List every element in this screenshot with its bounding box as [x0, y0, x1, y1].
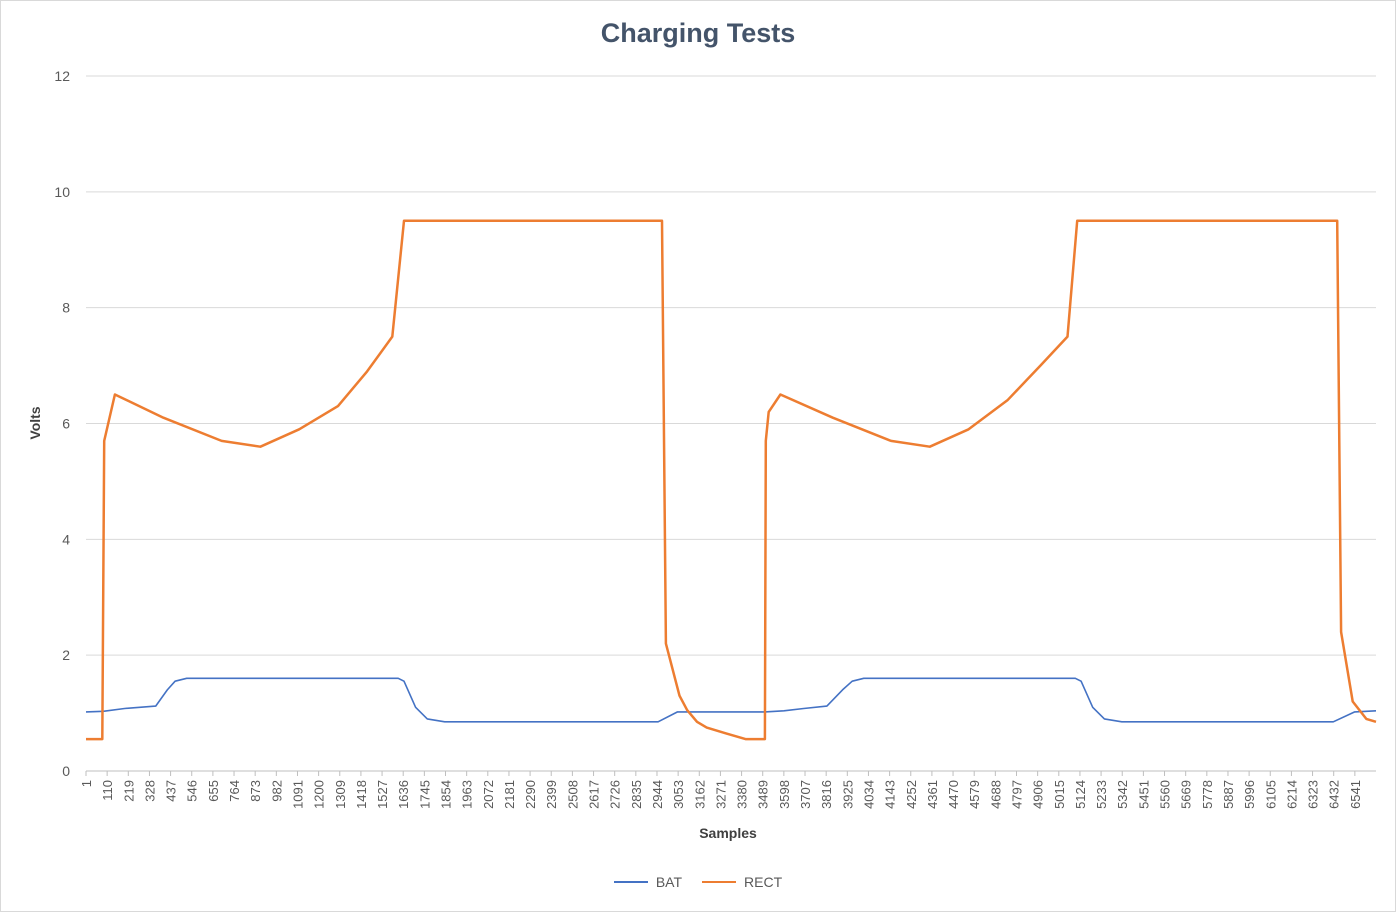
- x-tick-label: 4252: [904, 780, 919, 809]
- x-tick-label: 1418: [354, 780, 369, 809]
- x-tick-label: 2290: [523, 780, 538, 809]
- x-tick-label: 1: [79, 780, 94, 787]
- x-tick-label: 6541: [1348, 780, 1363, 809]
- x-tick-label: 4361: [925, 780, 940, 809]
- x-tick-label: 2508: [565, 780, 580, 809]
- x-tick-label: 1200: [312, 780, 327, 809]
- x-tick-label: 3925: [840, 780, 855, 809]
- x-tick-label: 2617: [587, 780, 602, 809]
- legend: BAT RECT: [0, 874, 1396, 890]
- x-tick-label: 1309: [333, 780, 348, 809]
- x-tick-label: 1745: [417, 780, 432, 809]
- x-tick-label: 5124: [1073, 780, 1088, 809]
- x-tick-label: 4906: [1031, 780, 1046, 809]
- y-tick-label: 2: [62, 647, 70, 663]
- x-tick-label: 3816: [819, 780, 834, 809]
- series-line-rect: [86, 219, 1377, 741]
- x-tick-label: 873: [248, 780, 263, 802]
- x-tick-label: 3380: [735, 780, 750, 809]
- x-tick-label: 1091: [290, 780, 305, 809]
- x-tick-label: 5451: [1136, 780, 1151, 809]
- x-tick-label: 5996: [1242, 780, 1257, 809]
- y-tick-label: 0: [62, 763, 70, 779]
- x-tick-label: 2835: [629, 780, 644, 809]
- x-tick-label: 764: [227, 780, 242, 802]
- x-tick-label: 4579: [967, 780, 982, 809]
- x-tick-label: 5342: [1115, 780, 1130, 809]
- x-tick-label: 2726: [608, 780, 623, 809]
- x-tick-label: 4470: [946, 780, 961, 809]
- x-tick-label: 982: [269, 780, 284, 802]
- y-tick-label: 8: [62, 300, 70, 316]
- x-tick-label: 5560: [1158, 780, 1173, 809]
- x-tick-label: 4143: [883, 780, 898, 809]
- x-tick-label: 5778: [1200, 780, 1215, 809]
- x-tick-label: 2072: [481, 780, 496, 809]
- x-tick-label: 1963: [460, 780, 475, 809]
- legend-label-bat: BAT: [655, 874, 683, 890]
- x-tick-label: 3053: [671, 780, 686, 809]
- y-axis-label: Volts: [27, 406, 43, 439]
- x-tick-label: 5233: [1094, 780, 1109, 809]
- y-tick-label: 4: [62, 531, 70, 547]
- x-tick-label: 4034: [861, 780, 876, 809]
- x-tick-label: 2399: [544, 780, 559, 809]
- legend-swatch-bat: [613, 881, 648, 883]
- legend-item-bat: BAT: [613, 874, 683, 890]
- y-tick-label: 10: [54, 184, 70, 200]
- legend-swatch-rect: [702, 881, 737, 883]
- chart-title: Charging Tests: [600, 18, 796, 48]
- x-tick-label: 3489: [756, 780, 771, 809]
- x-tick-label: 6214: [1284, 780, 1299, 809]
- x-tick-label: 6105: [1263, 780, 1278, 809]
- x-tick-label: 6432: [1327, 780, 1342, 809]
- x-tick-label: 5669: [1179, 780, 1194, 809]
- x-tick-label: 4797: [1009, 780, 1024, 809]
- x-tick-label: 437: [164, 780, 179, 802]
- legend-item-rect: RECT: [702, 874, 782, 890]
- x-tick-label: 546: [185, 780, 200, 802]
- x-tick-label: 3598: [777, 780, 792, 809]
- x-tick-label: 4688: [988, 780, 1003, 809]
- x-tick-label: 5015: [1052, 780, 1067, 809]
- x-tick-label: 1527: [375, 780, 390, 809]
- x-tick-label: 2181: [502, 780, 517, 809]
- x-tick-label: 3162: [692, 780, 707, 809]
- x-tick-label: 1854: [439, 780, 454, 809]
- x-tick-label: 110: [100, 780, 115, 801]
- x-tick-label: 5887: [1221, 780, 1236, 809]
- x-tick-label: 1636: [396, 780, 411, 809]
- series-line-bat: [85, 677, 1377, 723]
- x-tick-label: 3707: [798, 780, 813, 809]
- x-tick-label: 328: [142, 780, 157, 802]
- x-axis-label: Samples: [699, 825, 757, 841]
- legend-label-rect: RECT: [744, 874, 783, 890]
- y-tick-label: 12: [54, 68, 70, 84]
- y-tick-label: 6: [62, 416, 70, 432]
- x-tick-label: 2944: [650, 780, 665, 809]
- x-tick-label: 6323: [1306, 780, 1321, 809]
- x-tick-label: 655: [206, 780, 221, 802]
- x-tick-label: 3271: [713, 780, 728, 809]
- x-tick-label: 219: [121, 780, 136, 802]
